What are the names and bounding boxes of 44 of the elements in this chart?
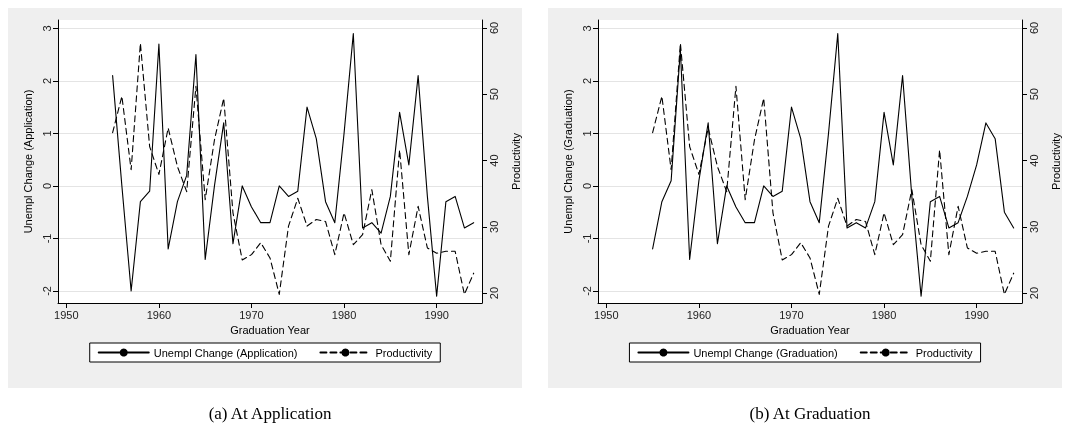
y-tick-label: 3	[580, 25, 593, 32]
y2-tick-label: 40	[487, 154, 500, 167]
x-tick-label: 1990	[424, 308, 449, 321]
y2-tick-label: 30	[487, 220, 500, 233]
y2-tick-label: 20	[1027, 286, 1040, 300]
y2-tick-label: 50	[487, 88, 500, 101]
y-tick-label: -2	[580, 286, 593, 296]
x-tick-label: 1980	[871, 308, 897, 321]
x-axis-title: Graduation Year	[230, 324, 311, 337]
y2-tick-label: 20	[487, 286, 500, 300]
y-tick-label: -1	[40, 233, 53, 244]
legend-label: Productivity	[375, 346, 433, 359]
y-axis-title: Unempl Change (Graduation)	[561, 89, 574, 234]
x-tick-label: 1960	[686, 308, 712, 321]
legend-label: Unempl Change (Application)	[153, 346, 298, 359]
y2-tick-label: 30	[1027, 220, 1040, 233]
text: (b) At Graduation	[749, 404, 871, 423]
x-axis-title: Graduation Year	[770, 324, 851, 337]
y2-axis-title: Productivity	[509, 132, 522, 190]
y2-tick-label: 60	[1027, 21, 1040, 35]
x-tick-label: 1970	[239, 308, 264, 321]
x-tick-label: 1950	[594, 308, 619, 321]
y2-tick-label: 50	[1027, 88, 1040, 101]
y-tick-label: 2	[580, 77, 593, 84]
x-tick-label: 1970	[779, 308, 804, 321]
x-tick-label: 1960	[146, 308, 172, 321]
legend-label: Productivity	[915, 346, 974, 359]
y2-tick-label: 40	[1027, 154, 1040, 167]
x-tick-label: 1990	[964, 308, 989, 321]
y-tick-label: 2	[40, 77, 53, 84]
y-tick-label: 3	[40, 25, 53, 32]
y2-tick-label: 60	[487, 21, 500, 35]
y-tick-label: 0	[580, 182, 593, 189]
y2-axis-title: Productivity	[1049, 132, 1062, 190]
y-tick-label: 0	[40, 182, 53, 189]
y-tick-label: 1	[580, 130, 593, 137]
y-tick-label: -2	[40, 286, 53, 296]
text: (a) At Application	[208, 404, 332, 423]
legend-label: Unempl Change (Graduation)	[693, 346, 838, 359]
x-tick-label: 1980	[331, 308, 357, 321]
y-axis-title: Unempl Change (Application)	[21, 89, 34, 234]
x-tick-label: 1950	[54, 308, 79, 321]
y-tick-label: -1	[580, 233, 593, 244]
y-tick-label: 1	[40, 130, 53, 137]
